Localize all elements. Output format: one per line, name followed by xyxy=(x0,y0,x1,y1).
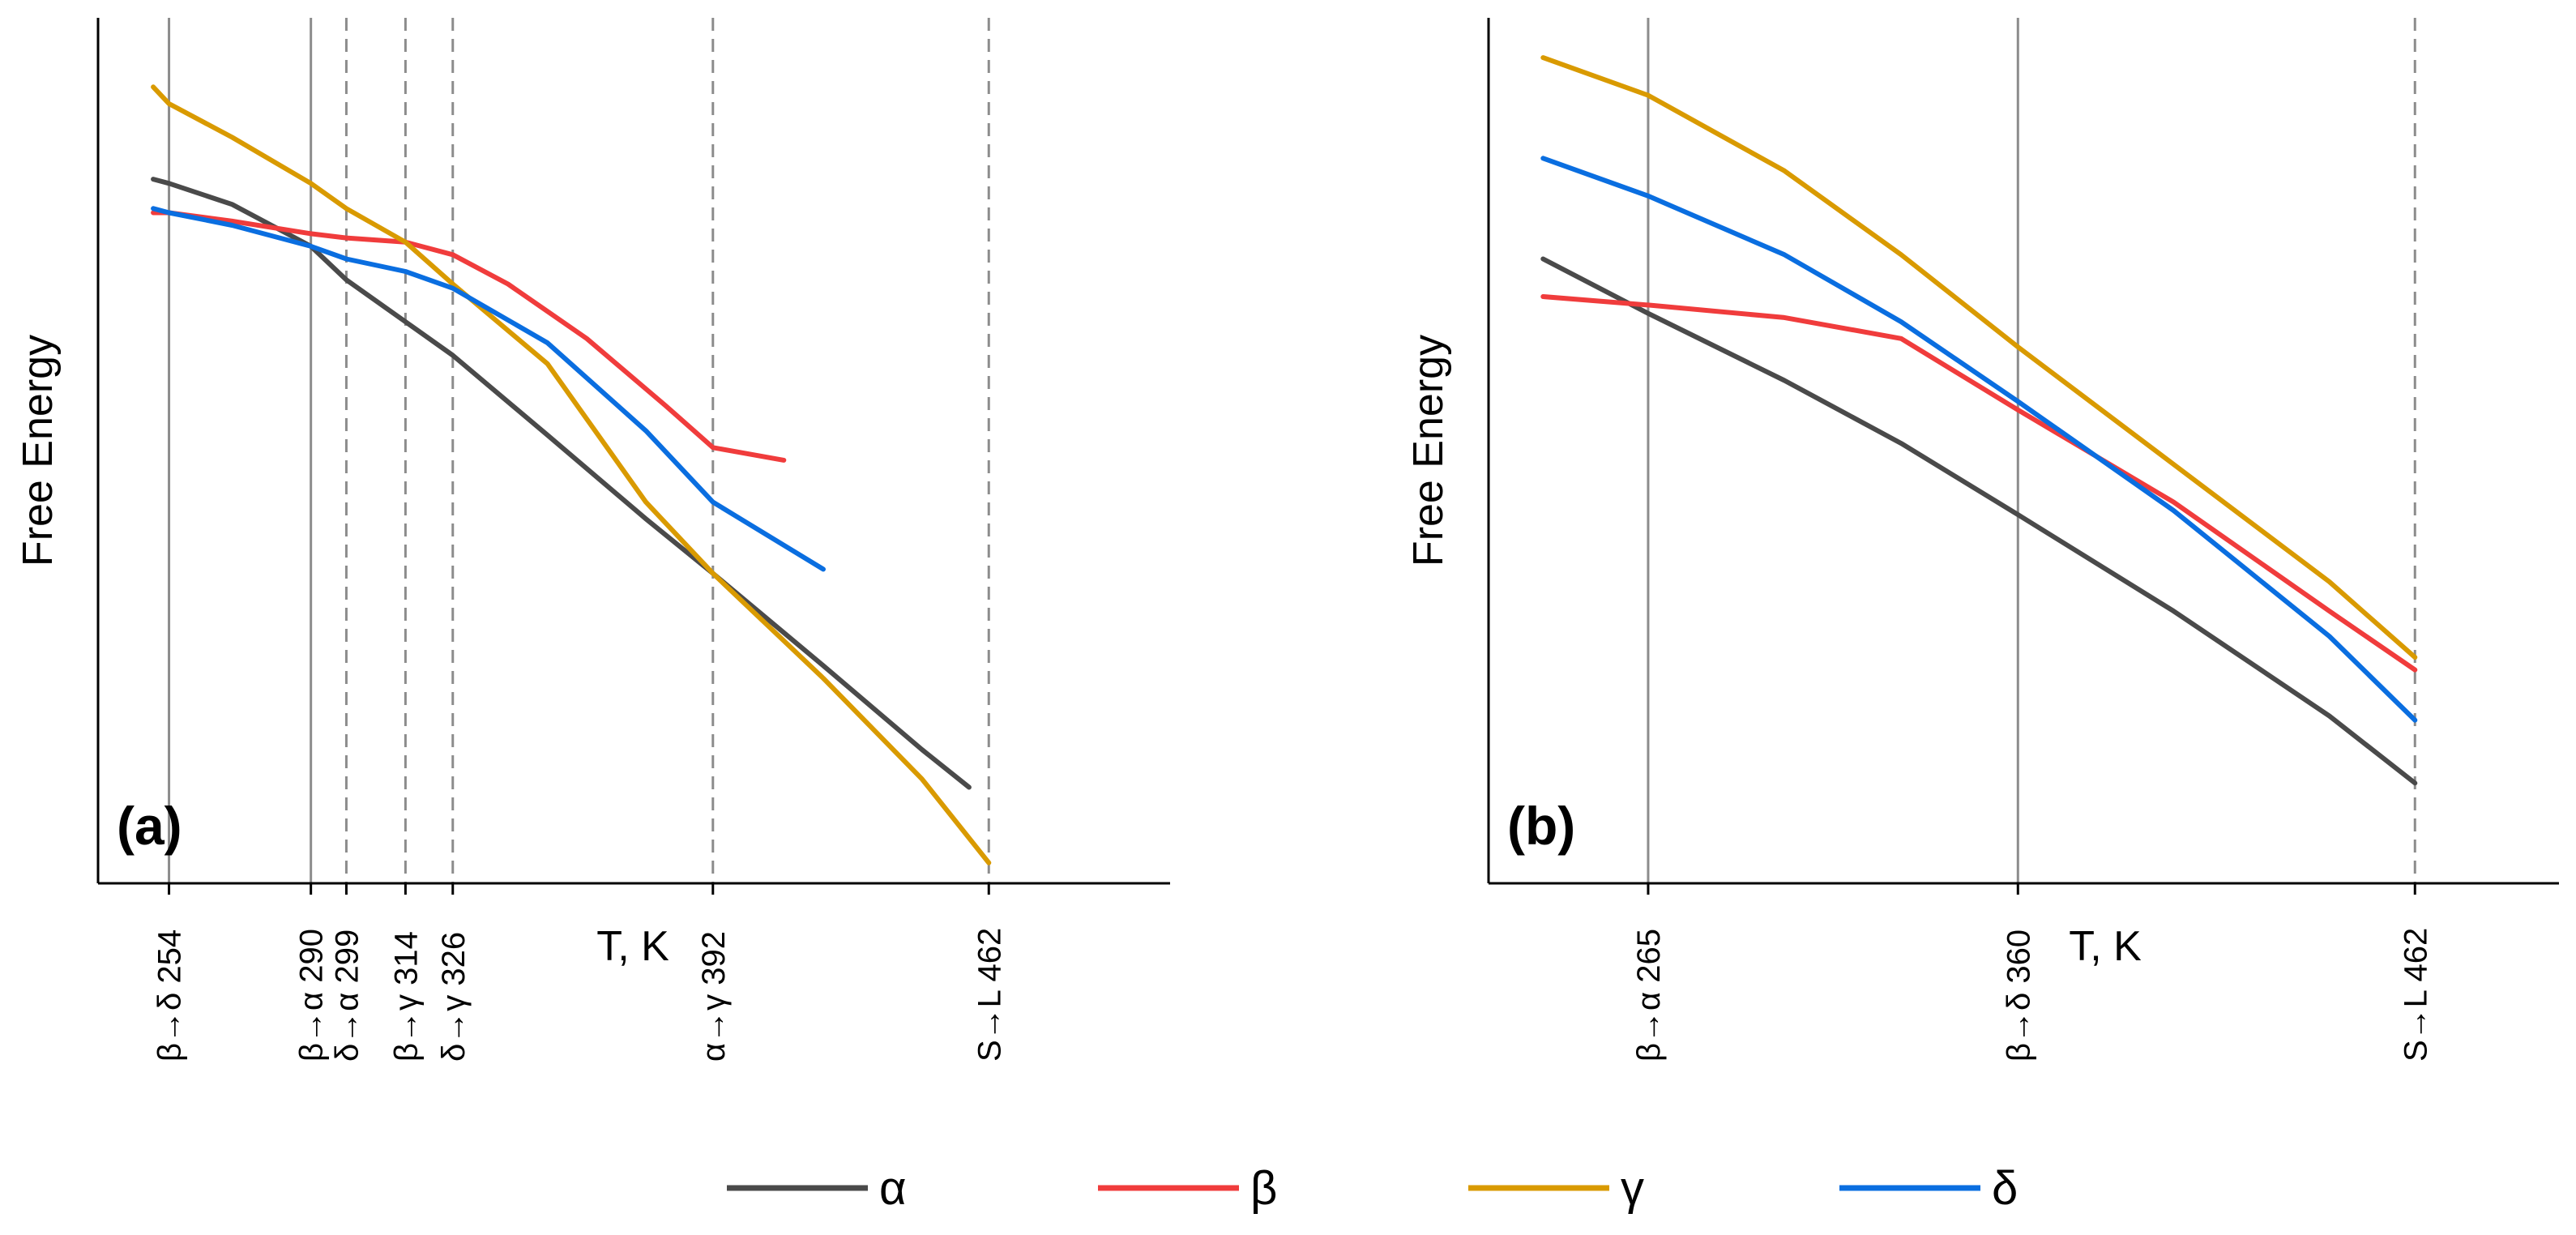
x-axis-title: T, K xyxy=(2069,923,2142,970)
legend: α β γ δ xyxy=(727,1162,2018,1215)
transition-label: β→γ 314 xyxy=(388,931,424,1062)
series-beta-line xyxy=(151,210,787,463)
panel-a: β→δ 254 β→α 290 δ→α 299 β→γ 314 δ→γ 326 α→γ 3… xyxy=(15,18,1170,1062)
series-beta-line xyxy=(1540,294,2418,673)
transition-label: δ→γ 326 xyxy=(436,932,472,1062)
panel-label: (b) xyxy=(1507,796,1575,856)
transition-label: S→L 462 xyxy=(972,928,1007,1062)
transition-label: β→δ 360 xyxy=(2001,929,2036,1062)
series-gamma-line xyxy=(1540,55,2418,660)
transition-label: δ→α 299 xyxy=(329,929,365,1062)
series-delta-line xyxy=(151,206,826,572)
transition-label: β→δ 254 xyxy=(152,929,188,1062)
series-alpha-line xyxy=(1540,256,2418,786)
y-axis-title: Free Energy xyxy=(1405,335,1452,566)
transition-label: α→γ 392 xyxy=(696,931,732,1062)
panel-b: β→α 265 β→δ 360 S→L 462 Free Energy T, K (b) xyxy=(1405,18,2559,1062)
series-delta-line xyxy=(1540,156,2418,723)
series-gamma-line xyxy=(151,84,992,865)
legend-label-delta: δ xyxy=(1992,1162,2018,1215)
y-axis-title: Free Energy xyxy=(15,335,62,566)
x-axis-title: T, K xyxy=(596,923,669,970)
series-alpha-line xyxy=(151,177,972,790)
legend-label-gamma: γ xyxy=(1621,1162,1644,1215)
transition-label: S→L 462 xyxy=(2398,928,2433,1062)
transition-label: β→α 265 xyxy=(1631,929,1667,1062)
legend-label-beta: β xyxy=(1250,1162,1277,1215)
legend-label-alpha: α xyxy=(879,1162,907,1215)
panel-label: (a) xyxy=(117,796,182,856)
transition-label: β→α 290 xyxy=(294,929,330,1062)
